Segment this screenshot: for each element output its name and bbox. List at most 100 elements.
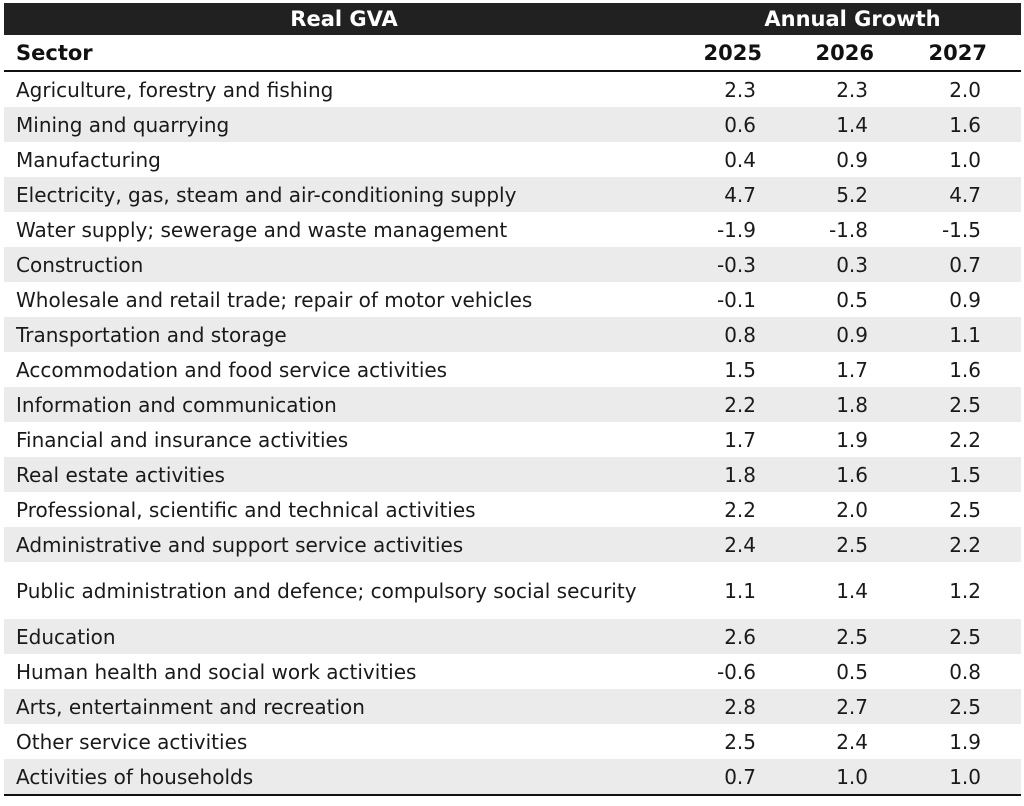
value-2027-cell: 4.7 [908, 177, 1021, 212]
year-2025-header: 2025 [684, 35, 796, 72]
sector-cell: Administrative and support service activ… [4, 527, 684, 562]
value-2026-cell: 1.9 [796, 422, 908, 457]
value-2025-cell: 1.7 [684, 422, 796, 457]
value-2025-cell: 0.7 [684, 759, 796, 796]
table-row: Manufacturing 0.4 0.9 1.0 [4, 142, 1021, 177]
table-row: Information and communication 2.2 1.8 2.… [4, 387, 1021, 422]
value-2025-cell: 0.6 [684, 107, 796, 142]
table-row: Mining and quarrying 0.6 1.4 1.6 [4, 107, 1021, 142]
real-gva-title: Real GVA [4, 3, 684, 35]
table-row: Education 2.6 2.5 2.5 [4, 619, 1021, 654]
sector-cell: Financial and insurance activities [4, 422, 684, 457]
value-2026-cell: 2.7 [796, 689, 908, 724]
table-row: Professional, scientific and technical a… [4, 492, 1021, 527]
column-header-row: Sector 2025 2026 2027 [4, 35, 1021, 72]
value-2025-cell: 2.5 [684, 724, 796, 759]
annual-growth-title: Annual Growth [684, 3, 1021, 35]
table-row: Financial and insurance activities 1.7 1… [4, 422, 1021, 457]
value-2027-cell: 2.5 [908, 619, 1021, 654]
value-2027-cell: 1.9 [908, 724, 1021, 759]
table-row: Accommodation and food service activitie… [4, 352, 1021, 387]
sector-cell: Electricity, gas, steam and air-conditio… [4, 177, 684, 212]
value-2025-cell: 2.4 [684, 527, 796, 562]
table-row: Construction -0.3 0.3 0.7 [4, 247, 1021, 282]
value-2025-cell: -0.6 [684, 654, 796, 689]
value-2027-cell: 2.2 [908, 527, 1021, 562]
value-2025-cell: 1.1 [684, 562, 796, 619]
sector-cell: Agriculture, forestry and fishing [4, 71, 684, 107]
value-2026-cell: 0.9 [796, 317, 908, 352]
sector-cell: Activities of households [4, 759, 684, 796]
value-2025-cell: 0.8 [684, 317, 796, 352]
sector-cell: Construction [4, 247, 684, 282]
value-2026-cell: 2.5 [796, 619, 908, 654]
value-2025-cell: -1.9 [684, 212, 796, 247]
value-2025-cell: 2.2 [684, 492, 796, 527]
gva-growth-table: Real GVA Annual Growth Sector 2025 2026 … [4, 3, 1021, 796]
value-2026-cell: 0.5 [796, 282, 908, 317]
value-2026-cell: 2.3 [796, 71, 908, 107]
value-2025-cell: -0.3 [684, 247, 796, 282]
value-2027-cell: 1.2 [908, 562, 1021, 619]
table-row: Activities of households 0.7 1.0 1.0 [4, 759, 1021, 796]
value-2025-cell: 1.5 [684, 352, 796, 387]
value-2025-cell: -0.1 [684, 282, 796, 317]
value-2027-cell: 0.9 [908, 282, 1021, 317]
sector-column-header: Sector [4, 35, 684, 72]
value-2027-cell: 1.1 [908, 317, 1021, 352]
value-2026-cell: 2.0 [796, 492, 908, 527]
value-2026-cell: 2.5 [796, 527, 908, 562]
value-2027-cell: -1.5 [908, 212, 1021, 247]
sector-cell: Education [4, 619, 684, 654]
value-2027-cell: 0.8 [908, 654, 1021, 689]
value-2027-cell: 2.5 [908, 689, 1021, 724]
value-2025-cell: 2.2 [684, 387, 796, 422]
value-2025-cell: 4.7 [684, 177, 796, 212]
sector-cell: Public administration and defence; compu… [4, 562, 684, 619]
value-2025-cell: 2.6 [684, 619, 796, 654]
table-row: Human health and social work activities … [4, 654, 1021, 689]
sector-cell: Wholesale and retail trade; repair of mo… [4, 282, 684, 317]
value-2027-cell: 1.6 [908, 352, 1021, 387]
value-2026-cell: 1.4 [796, 107, 908, 142]
value-2025-cell: 2.8 [684, 689, 796, 724]
table-row: Public administration and defence; compu… [4, 562, 1021, 619]
value-2026-cell: 5.2 [796, 177, 908, 212]
value-2026-cell: 1.8 [796, 387, 908, 422]
value-2027-cell: 2.2 [908, 422, 1021, 457]
table-body: Agriculture, forestry and fishing 2.3 2.… [4, 71, 1021, 796]
value-2026-cell: -1.8 [796, 212, 908, 247]
sector-cell: Professional, scientific and technical a… [4, 492, 684, 527]
sector-cell: Arts, entertainment and recreation [4, 689, 684, 724]
value-2027-cell: 1.0 [908, 759, 1021, 796]
value-2027-cell: 1.5 [908, 457, 1021, 492]
sector-cell: Information and communication [4, 387, 684, 422]
value-2026-cell: 0.5 [796, 654, 908, 689]
table-row: Administrative and support service activ… [4, 527, 1021, 562]
value-2026-cell: 1.7 [796, 352, 908, 387]
year-2026-header: 2026 [796, 35, 908, 72]
table-row: Electricity, gas, steam and air-conditio… [4, 177, 1021, 212]
year-2027-header: 2027 [908, 35, 1021, 72]
value-2027-cell: 2.5 [908, 492, 1021, 527]
value-2027-cell: 1.0 [908, 142, 1021, 177]
table-row: Wholesale and retail trade; repair of mo… [4, 282, 1021, 317]
value-2026-cell: 2.4 [796, 724, 908, 759]
value-2026-cell: 0.3 [796, 247, 908, 282]
value-2027-cell: 2.5 [908, 387, 1021, 422]
table-row: Agriculture, forestry and fishing 2.3 2.… [4, 71, 1021, 107]
table-row: Water supply; sewerage and waste managem… [4, 212, 1021, 247]
value-2026-cell: 1.0 [796, 759, 908, 796]
sector-cell: Human health and social work activities [4, 654, 684, 689]
sector-cell: Other service activities [4, 724, 684, 759]
value-2025-cell: 0.4 [684, 142, 796, 177]
sector-cell: Mining and quarrying [4, 107, 684, 142]
table-row: Transportation and storage 0.8 0.9 1.1 [4, 317, 1021, 352]
value-2025-cell: 2.3 [684, 71, 796, 107]
value-2026-cell: 0.9 [796, 142, 908, 177]
sector-cell: Transportation and storage [4, 317, 684, 352]
table-row: Arts, entertainment and recreation 2.8 2… [4, 689, 1021, 724]
sector-cell: Real estate activities [4, 457, 684, 492]
value-2027-cell: 0.7 [908, 247, 1021, 282]
value-2027-cell: 1.6 [908, 107, 1021, 142]
